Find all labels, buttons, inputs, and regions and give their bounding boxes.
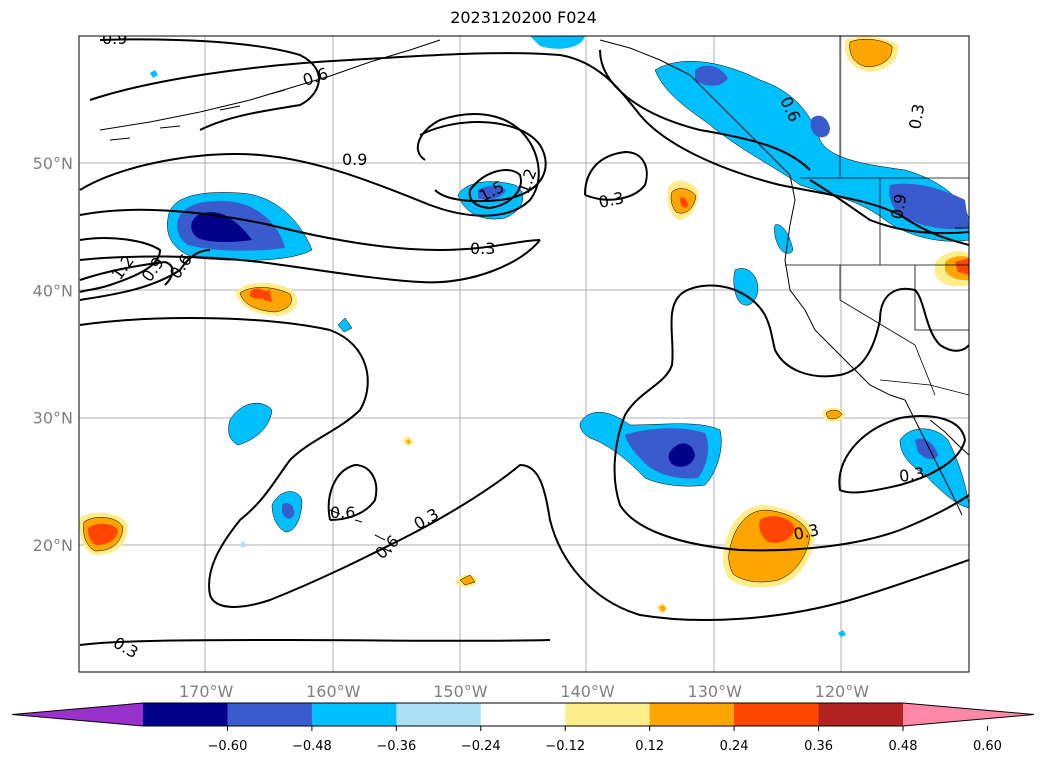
longitude-labels: 170°W 160°W 150°W 140°W 130°W 120°W bbox=[179, 682, 869, 701]
coast-aleutians bbox=[109, 89, 286, 141]
colorbar-tick-label: 0.24 bbox=[720, 739, 749, 754]
colorbar-swatch bbox=[227, 703, 313, 726]
colorbar-tick-label: −0.48 bbox=[292, 739, 332, 754]
lon-tick-label: 130°W bbox=[688, 682, 743, 701]
colorbar-extend-high bbox=[903, 703, 1034, 726]
coast-alaska bbox=[99, 39, 441, 131]
contour-0.6-ring bbox=[79, 208, 541, 252]
coast-baja bbox=[904, 399, 963, 516]
colorbar-swatch bbox=[311, 703, 397, 726]
colorbar-tick-label: −0.36 bbox=[376, 739, 416, 754]
colorbar-tick-label: 0.36 bbox=[804, 739, 833, 754]
contour-label-7: 0.3 bbox=[597, 188, 626, 212]
colorbar-tick-label: 0.48 bbox=[889, 739, 918, 754]
negative-anomaly-fills bbox=[150, 36, 969, 637]
contour-east-0.9 bbox=[809, 179, 969, 235]
contour-label-1: 0.9 bbox=[102, 29, 127, 48]
colorbar-swatch bbox=[480, 703, 566, 726]
colorbar-tick-label: −0.60 bbox=[208, 739, 248, 754]
colorbar-tick-label: 0.60 bbox=[973, 739, 1002, 754]
coastlines bbox=[99, 39, 969, 553]
lat-tick-label: 30°N bbox=[33, 409, 73, 428]
colorbar-swatch bbox=[734, 703, 820, 726]
positive-anomaly-fills bbox=[79, 36, 969, 614]
contour-0.9-north bbox=[99, 38, 320, 131]
lon-tick-label: 150°W bbox=[433, 682, 488, 701]
lon-tick-label: 140°W bbox=[560, 682, 615, 701]
lon-tick-label: 120°W bbox=[815, 682, 870, 701]
lat-tick-label: 20°N bbox=[33, 536, 73, 555]
lat-tick-label: 40°N bbox=[33, 281, 73, 300]
contour-south-0.3 bbox=[79, 638, 551, 646]
coast-mexico bbox=[929, 419, 969, 456]
coast-us-west bbox=[784, 224, 906, 401]
map-area: 0.9 0.6 0.9 1.5 1.2 0.3 0.3 1.2 0.9 0.6 … bbox=[79, 29, 969, 672]
colorbar-swatch bbox=[818, 703, 904, 726]
contour-0.3-small bbox=[584, 150, 648, 201]
colorbar-swatch bbox=[396, 703, 482, 726]
contour-label-15: 0.6 bbox=[330, 503, 355, 522]
contour-label-11: 0.3 bbox=[905, 102, 928, 130]
blob-north-pacific-inner bbox=[191, 212, 252, 243]
colorbar-swatch bbox=[143, 703, 228, 726]
contour-1.2-ring bbox=[419, 121, 547, 203]
contour-label-13: 0.3 bbox=[898, 464, 926, 486]
contour-label-3: 0.9 bbox=[342, 150, 367, 169]
contour-east-loop bbox=[613, 294, 969, 552]
map-frame bbox=[78, 35, 970, 673]
lon-tick-label: 170°W bbox=[179, 682, 234, 701]
contour-0.9-loop bbox=[79, 113, 540, 217]
contour-baja-loop bbox=[838, 415, 967, 494]
contour-bc-0.6 bbox=[599, 49, 811, 171]
colorbar-extend-low bbox=[12, 703, 143, 726]
colorbar: −0.60 −0.48 −0.36 −0.24 −0.12 0.12 0.24 0.36 0.4… bbox=[11, 702, 1035, 754]
contour-left-0.6 bbox=[79, 249, 211, 301]
colorbar-tick-label: −0.12 bbox=[545, 739, 585, 754]
contour-sub-0.6 bbox=[327, 463, 378, 521]
latitude-labels: 20°N 30°N 40°N 50°N bbox=[33, 154, 73, 555]
colorbar-outline bbox=[11, 702, 1035, 727]
colorbar-swatch bbox=[565, 703, 651, 726]
contour-label-16: 0.3 bbox=[792, 520, 821, 544]
coast-bc bbox=[599, 39, 796, 226]
colorbar-tick-label: 0.12 bbox=[635, 739, 664, 754]
contour-left-1.2 bbox=[79, 237, 162, 293]
contour-label-6: 0.3 bbox=[470, 239, 495, 258]
colorbar-tick-label: −0.24 bbox=[461, 739, 501, 754]
contour-east-upper bbox=[679, 284, 969, 378]
contour-subtropical-0.3 bbox=[79, 317, 969, 621]
lon-tick-label: 160°W bbox=[306, 682, 361, 701]
lat-tick-label: 50°N bbox=[33, 154, 73, 173]
coast-hawaii-islands bbox=[329, 509, 393, 553]
contour-lines bbox=[79, 38, 969, 646]
contour-label-19: 0.9 bbox=[887, 192, 910, 220]
colorbar-swatch bbox=[649, 703, 735, 726]
map-title: 2023120200 F024 bbox=[450, 8, 597, 27]
contour-1.5-ring bbox=[468, 169, 522, 210]
political-borders bbox=[785, 36, 969, 396]
